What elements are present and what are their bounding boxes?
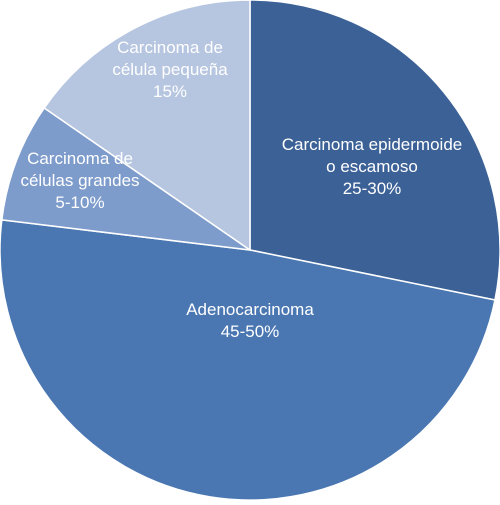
pie-slice-label-line: células grandes — [20, 171, 139, 190]
pie-slice-label-line: o escamoso — [326, 157, 418, 176]
pie-slice-label-3: Carcinoma de célula pequeña 15% — [112, 38, 228, 101]
pie-slice-label-line: Carcinoma epidermoide — [282, 135, 462, 154]
pie-slice-label-2: Carcinoma de células grandes 5-10% — [20, 149, 139, 212]
pie-slice-label-0: Carcinoma epidermoide o escamoso 25-30% — [282, 135, 462, 198]
pie-slice-label-line: 5-10% — [55, 193, 104, 212]
pie-slice-label-line: Adenocarcinoma — [186, 300, 314, 319]
pie-slice-label-1: Adenocarcinoma 45-50% — [186, 300, 314, 341]
pie-slice-label-line: 25-30% — [343, 179, 402, 198]
pie-slice-label-line: 15% — [153, 82, 187, 101]
pie-slice-2 — [0, 106, 251, 251]
pie-slice-3 — [43, 0, 251, 252]
pie-slice-label-line: célula pequeña — [112, 60, 228, 79]
pie-slice-1 — [0, 219, 496, 501]
pie-slice-label-line: Carcinoma de — [27, 149, 133, 168]
pie-slice-label-line: Carcinoma de — [117, 38, 223, 57]
pie-labels: Carcinoma epidermoide o escamoso 25-30% Ade… — [20, 38, 462, 341]
pie-slice-label-line: 45-50% — [221, 322, 280, 341]
